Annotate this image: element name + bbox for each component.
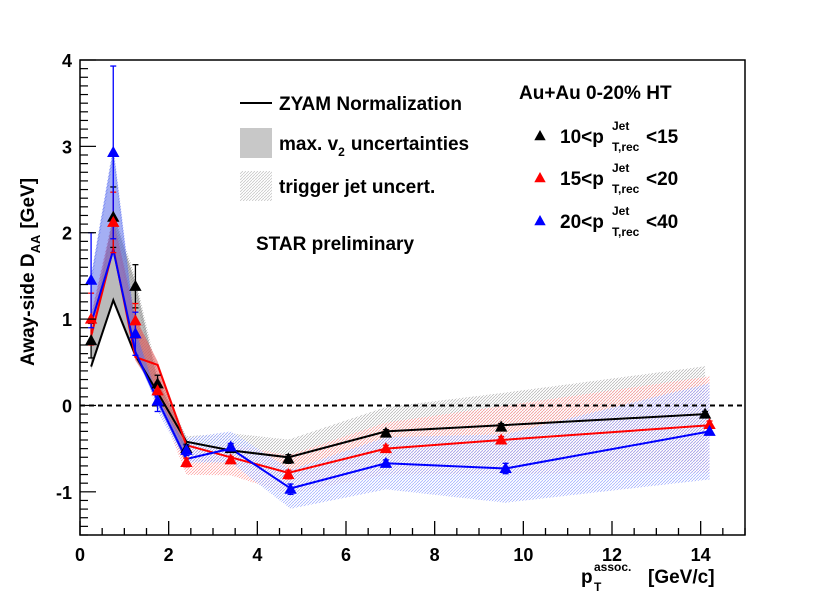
x-tick-label: 10	[513, 545, 533, 565]
legend-series-sup-blue: Jet	[612, 204, 629, 218]
data-point-blue	[180, 443, 193, 455]
data-point-red	[282, 468, 295, 480]
data-point-blue	[703, 424, 716, 436]
v2-band-blue	[91, 149, 187, 463]
data-point-black	[129, 279, 142, 291]
legend-series-sup-red: Jet	[612, 161, 629, 175]
legend-marker-blue	[534, 215, 546, 226]
data-point-red	[379, 442, 393, 454]
series-legend: 10<p Jet T,rec <15 15<p Jet T,rec <20 20<p Jet T,r…	[534, 119, 679, 239]
y-tick-label: 4	[62, 51, 72, 71]
legend-v2-label-pre: max. v	[279, 134, 339, 155]
legend-trigger-label: trigger jet uncert.	[279, 177, 435, 198]
legend-series-sup-black: Jet	[612, 119, 629, 133]
legend-marker-black	[534, 130, 546, 141]
y-tick-label: 2	[62, 224, 72, 244]
data-point-red	[84, 312, 98, 324]
data-point-black	[151, 377, 164, 389]
data-point-black	[698, 407, 712, 419]
data-point-black	[282, 452, 295, 464]
legend-series-sub-black: T,rec	[612, 140, 640, 154]
legend-series-label-blue: 20<p	[560, 212, 604, 233]
data-point-blue	[224, 440, 237, 452]
legend-series-label-black: 10<p	[560, 127, 604, 148]
x-tick-label: 4	[252, 545, 262, 565]
x-tick-label: 8	[430, 545, 440, 565]
x-axis-label-sub: T	[594, 580, 602, 594]
legend-series-range-red: <20	[646, 169, 678, 190]
x-axis-label: p	[581, 567, 593, 588]
legend-v2-label-post: uncertainties	[351, 134, 469, 155]
data-point-red	[494, 433, 508, 445]
data-markers	[84, 145, 716, 494]
legend-series-label-red: 15<p	[560, 169, 604, 190]
data-point-red	[703, 417, 716, 430]
x-axis-title: p assoc. T [GeV/c]	[581, 560, 715, 594]
x-tick-label: 14	[691, 545, 711, 565]
data-point-blue	[129, 327, 142, 339]
legend-series-sub-red: T,rec	[612, 182, 640, 196]
legend-left: ZYAM Normalization max. v2 uncertainties …	[240, 94, 469, 255]
data-point-black	[379, 426, 393, 438]
data-point-blue	[84, 273, 98, 285]
y-axis-label-sub: AA	[28, 234, 43, 253]
data-point-red	[180, 455, 193, 468]
zyam-line-blue	[90, 246, 710, 490]
data-point-blue	[107, 145, 120, 157]
trigger-uncertainty-bands	[91, 145, 710, 509]
data-point-blue	[499, 462, 512, 474]
y-tick-label: 0	[62, 396, 72, 416]
legend-right: Au+Au 0-20% HT 10<p Jet T,rec <15 15<p Jet T,r…	[519, 83, 679, 239]
x-tick-label: 2	[164, 545, 174, 565]
data-point-red	[129, 314, 142, 326]
data-point-black	[84, 334, 98, 346]
data-point-black	[494, 420, 508, 432]
zyam-line-black	[90, 297, 706, 459]
legend-v2-label-sub: 2	[338, 145, 345, 159]
legend-series-range-blue: <40	[646, 212, 678, 233]
y-tick-label: -1	[56, 483, 72, 503]
x-tick-label: 6	[341, 545, 351, 565]
svg-text:Away-side DAA[GeV]: Away-side DAA [GeV]	[18, 178, 43, 366]
legend-zyam-label: ZYAM Normalization	[279, 94, 462, 115]
preliminary-label: STAR preliminary	[256, 234, 414, 255]
trigger-band-blue	[91, 145, 710, 509]
y-axis-title: Away-side DAA [GeV]	[18, 178, 43, 366]
x-axis-label-sup: assoc.	[594, 560, 631, 574]
data-point-red	[107, 215, 120, 227]
legend-series-sub-blue: T,rec	[612, 225, 640, 239]
zyam-lines	[90, 246, 710, 490]
y-axis-ticks: -1 0 1 2 3 4	[56, 51, 96, 536]
x-tick-label: 0	[75, 545, 85, 565]
data-point-red	[224, 453, 237, 465]
y-tick-label: 1	[62, 310, 72, 330]
y-tick-label: 3	[62, 137, 72, 157]
x-axis-label-unit: [GeV/c]	[648, 567, 715, 588]
legend-marker-red	[534, 172, 546, 183]
legend-series-range-black: <15	[646, 127, 679, 148]
legend-trigger-swatch	[240, 171, 272, 201]
system-label: Au+Au 0-20% HT	[519, 83, 672, 104]
data-point-red	[151, 384, 164, 396]
y-axis-label-unit: [GeV]	[18, 178, 39, 229]
data-point-blue	[151, 394, 164, 406]
y-axis-label: Away-side D	[18, 253, 39, 366]
legend-v2-swatch	[240, 128, 272, 158]
data-point-blue	[379, 456, 393, 468]
x-axis-ticks: 0 2 4 6 8 10 12 14	[75, 521, 746, 565]
x-tick-label: 12	[602, 545, 622, 565]
data-point-blue	[284, 482, 297, 494]
